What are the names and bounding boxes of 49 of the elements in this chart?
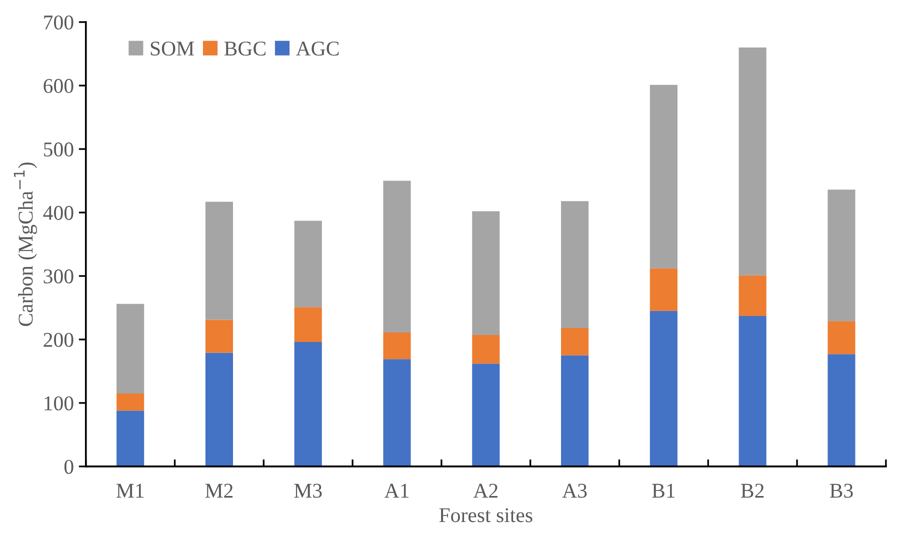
bar	[561, 201, 589, 328]
bar	[205, 320, 233, 353]
bar	[383, 180, 411, 332]
x-tick-label: M3	[294, 484, 322, 498]
legend-label: SOM	[150, 42, 194, 56]
x-tick-label: B1	[652, 484, 675, 498]
x-tick-label: A2	[473, 484, 498, 498]
x-tick-label: A1	[384, 484, 408, 498]
legend-label: AGC	[296, 42, 339, 56]
bar	[294, 220, 322, 308]
x-tick-label: M2	[205, 484, 233, 498]
bar	[650, 310, 678, 466]
y-tick-label: 0	[64, 460, 74, 474]
bar	[828, 190, 856, 322]
bar	[294, 342, 322, 466]
bar	[738, 316, 766, 466]
y-tick-label: 200	[44, 332, 74, 347]
bar	[472, 364, 500, 466]
bar	[116, 410, 144, 466]
bar	[383, 332, 411, 360]
y-tick-label: 100	[44, 396, 74, 410]
bar	[650, 268, 678, 311]
bar	[472, 211, 500, 336]
bar	[738, 47, 766, 276]
x-tick-label: A3	[562, 484, 587, 498]
x-tick-label: B2	[741, 484, 764, 498]
bar	[116, 393, 144, 411]
x-tick-label: M1	[116, 484, 144, 498]
bar	[561, 355, 589, 466]
bar	[828, 354, 856, 466]
y-tick-label: 400	[43, 206, 74, 220]
bar	[383, 359, 411, 466]
y-tick-label: 300	[44, 269, 74, 284]
x-tick-label: B3	[830, 484, 853, 498]
bar	[828, 321, 856, 354]
legend-label: BGC	[224, 42, 266, 56]
x-axis-title: Forest sites	[439, 508, 532, 522]
bar	[561, 328, 589, 356]
bar	[116, 304, 144, 394]
bar	[650, 84, 678, 268]
bar	[294, 307, 322, 342]
y-axis-title: Carbon (MgCha$^{−1}$)	[14, 162, 38, 326]
bar	[205, 202, 233, 320]
bar	[205, 352, 233, 466]
y-tick-label: 600	[44, 78, 74, 93]
y-tick-label: 700	[44, 15, 74, 30]
bar	[738, 275, 766, 316]
bar	[472, 335, 500, 364]
y-tick-label: 500	[44, 142, 74, 156]
